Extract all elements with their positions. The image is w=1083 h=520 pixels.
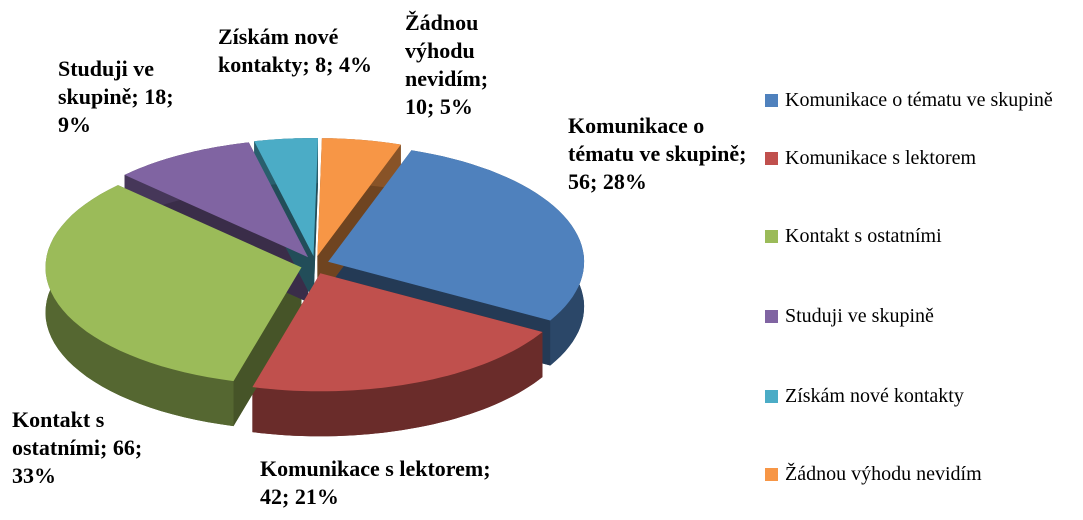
slice bbox=[252, 273, 543, 392]
data-label: Získám nové kontakty; 8; 4% bbox=[218, 24, 372, 77]
text-line: kontakty; 8; 4% bbox=[218, 52, 372, 77]
legend-label: Komunikace s lektorem bbox=[785, 147, 976, 169]
text-line: 42; 21% bbox=[260, 484, 339, 509]
text-line: nevidím; bbox=[405, 66, 488, 91]
text-line: Získám nové bbox=[218, 24, 339, 49]
text-line: Žádnou bbox=[405, 10, 478, 35]
legend-swatch bbox=[765, 230, 778, 243]
text-line: Studuji ve bbox=[58, 56, 154, 81]
legend-label: Komunikace o tématu ve skupině bbox=[785, 89, 1053, 111]
legend-swatch bbox=[765, 390, 778, 403]
text-line: tématu ve skupině; bbox=[568, 141, 746, 166]
legend-label: Studuji ve skupině bbox=[785, 305, 934, 327]
legend-swatch bbox=[765, 468, 778, 481]
slice bbox=[328, 150, 585, 321]
text-line: Komunikace s lektorem bbox=[785, 147, 976, 169]
pie bbox=[45, 138, 585, 437]
text-line: Studuji ve skupině bbox=[785, 305, 934, 327]
text-line: Získám nové kontakty bbox=[785, 385, 964, 407]
slice-side bbox=[233, 267, 302, 427]
text-line: 9% bbox=[58, 112, 91, 137]
text-line: Komunikace o bbox=[568, 113, 704, 138]
text-line: Kontakt s ostatními bbox=[785, 225, 942, 247]
text-line: 56; 28% bbox=[568, 169, 647, 194]
text-line: Komunikace o tématu ve skupině bbox=[785, 89, 1053, 111]
data-label: Studuji ve skupině; 18; 9% bbox=[58, 56, 174, 137]
text-line: výhodu bbox=[405, 38, 475, 63]
text-line: 33% bbox=[12, 463, 56, 488]
text-line: Komunikace s lektorem; bbox=[260, 456, 491, 481]
legend-label: Získám nové kontakty bbox=[785, 385, 964, 407]
slice bbox=[124, 142, 309, 258]
text-line: skupině; 18; bbox=[58, 84, 174, 109]
legend-label: Žádnou výhodu nevidím bbox=[785, 462, 982, 485]
legend-swatch bbox=[765, 310, 778, 323]
slice bbox=[254, 138, 318, 257]
legend-swatch bbox=[765, 152, 778, 165]
slice bbox=[317, 138, 401, 257]
data-label: Komunikace s lektorem; 42; 21% bbox=[260, 456, 491, 509]
text-line: ostatními; 66; bbox=[12, 435, 142, 460]
data-label: Kontakt s ostatními; 66; 33% bbox=[12, 407, 142, 488]
text-line: Kontakt s bbox=[12, 407, 105, 432]
text-line: Žádnou výhodu nevidím bbox=[785, 462, 982, 485]
slice bbox=[45, 185, 302, 382]
slice-edge bbox=[45, 185, 234, 427]
text-line: 10; 5% bbox=[405, 94, 473, 119]
legend-label: Kontakt s ostatními bbox=[785, 225, 942, 247]
legend-swatch bbox=[765, 94, 778, 107]
data-label: Žádnou výhodu nevidím; 10; 5% bbox=[405, 10, 488, 119]
data-label: Komunikace o tématu ve skupině; 56; 28% bbox=[568, 113, 746, 194]
slice-edge bbox=[252, 332, 543, 437]
